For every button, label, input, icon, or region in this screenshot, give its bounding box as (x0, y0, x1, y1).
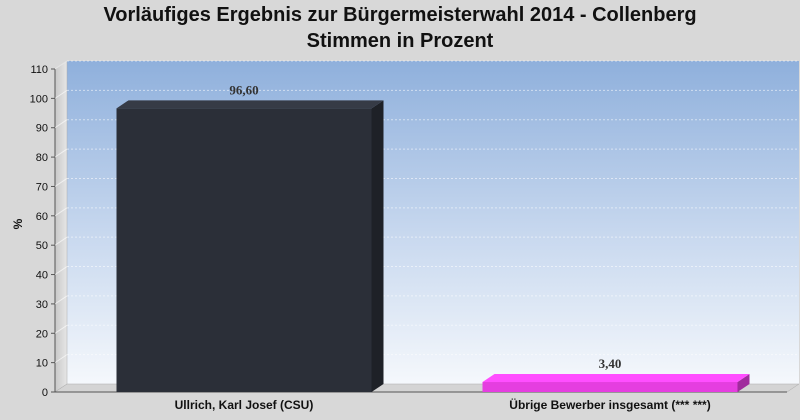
bar-side (737, 374, 750, 392)
chart-subtitle: Stimmen in Prozent (306, 30, 494, 52)
gridline-side (54, 60, 68, 70)
y-tick-label: 80 (36, 152, 48, 164)
side-wall (54, 60, 68, 393)
gridline-side (54, 236, 68, 246)
chart-title: Vorläufiges Ergebnis zur Bürgermeisterwa… (103, 4, 697, 26)
y-tick-label: 70 (36, 181, 48, 193)
bar-1 (116, 100, 384, 392)
y-tick-label: 10 (36, 358, 48, 370)
y-tick-label: 90 (36, 123, 48, 135)
gridline-side (54, 354, 68, 364)
bar-front (482, 382, 738, 392)
gridline-side (54, 119, 68, 129)
y-tick-label: 100 (30, 93, 48, 105)
gridline-side (54, 89, 68, 99)
y-tick-label: 20 (36, 328, 48, 340)
x-category-label: Übrige Bewerber insgesamt (*** ***) (509, 397, 710, 412)
x-category-label: Ullrich, Karl Josef (CSU) (175, 398, 314, 412)
y-tick-label: 0 (42, 387, 48, 399)
bar-top (482, 374, 750, 383)
bar-top (116, 100, 384, 109)
bar-value-label: 3,40 (599, 356, 622, 371)
y-axis-title: % (11, 218, 25, 229)
y-tick-label: 110 (30, 64, 48, 76)
gridline-side (54, 266, 68, 275)
bar-value-label: 96,60 (229, 82, 258, 97)
gridline-side (54, 295, 68, 305)
gridline-side (54, 324, 68, 334)
bar-2 (482, 374, 750, 392)
y-tick-label: 50 (36, 240, 48, 252)
gridline-side (54, 148, 68, 158)
y-tick-label: 30 (36, 299, 48, 311)
y-tick-label: 60 (36, 211, 48, 223)
bar-front (116, 108, 372, 392)
y-tick-label: 40 (36, 270, 48, 282)
gridline-side (54, 178, 68, 187)
gridline-side (54, 207, 68, 217)
bar-side (371, 100, 384, 392)
